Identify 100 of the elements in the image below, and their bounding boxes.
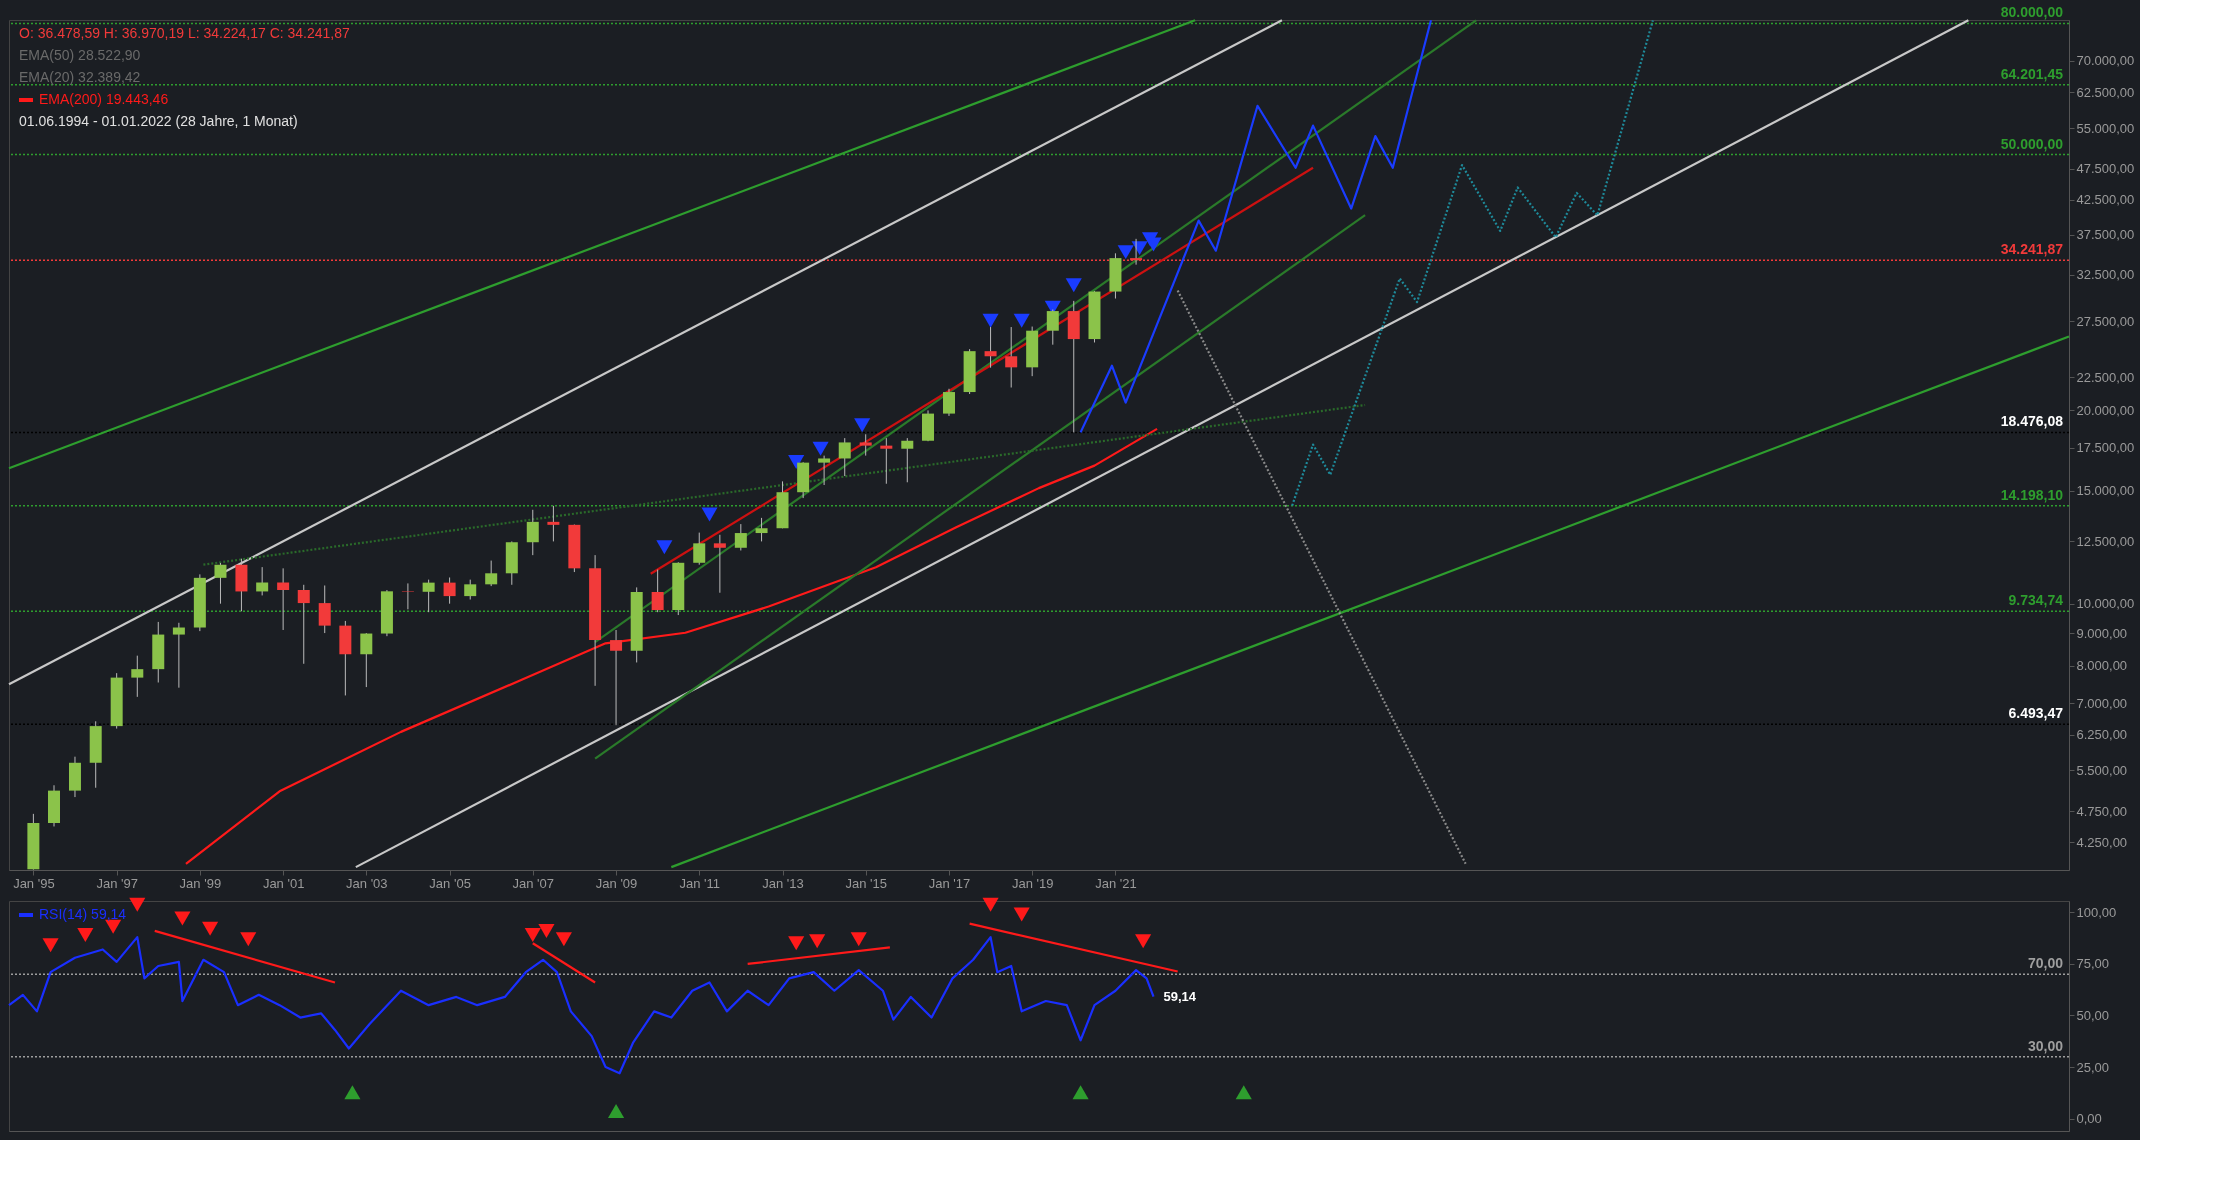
x-tick-label: Jan '15 — [845, 875, 887, 891]
point — [344, 1085, 361, 1100]
ref-line-label: 9.734,74 — [2008, 592, 2064, 609]
y-tick-label: 22.500,00 — [2076, 369, 2135, 385]
annotation: EMA(50) 28.522,90 — [19, 47, 141, 63]
point — [129, 897, 146, 912]
x-tick-label: Jan '99 — [179, 875, 222, 891]
point — [788, 936, 805, 951]
point — [809, 934, 826, 949]
point — [1145, 237, 1162, 252]
candlestick — [859, 433, 872, 457]
x-tick-label: Jan '01 — [262, 875, 305, 891]
y-tick-label: 37.500,00 — [2076, 227, 2135, 243]
candlestick — [401, 582, 414, 610]
y-tick-label: 55.000,00 — [2076, 120, 2135, 136]
y-tick-label: 42.500,00 — [2076, 192, 2135, 208]
candlestick — [734, 523, 747, 551]
y-tick-label: 4.750,00 — [2076, 803, 2128, 819]
text: 01.06.1994 - 01.01.2022 (28 Jahre, 1 Monat) — [19, 113, 298, 129]
legend-label: RSI(14) 59,14 — [39, 906, 127, 922]
candlestick — [464, 579, 477, 601]
y-tick-label: 70.000,00 — [2076, 53, 2135, 69]
point — [240, 932, 257, 947]
y-tick-label: 4.250,00 — [2076, 834, 2128, 850]
candlestick — [443, 576, 456, 605]
candlestick — [547, 505, 560, 542]
point — [1072, 1085, 1089, 1100]
x-tick-label: Jan '07 — [512, 875, 555, 891]
point — [701, 507, 718, 522]
candlestick — [693, 532, 706, 566]
x-tick-label: Jan '03 — [346, 875, 388, 891]
x-tick-label: Jan '17 — [928, 875, 971, 891]
x-tick-label: Jan '09 — [595, 875, 638, 891]
candlestick — [131, 655, 144, 698]
point — [202, 921, 219, 936]
point — [555, 932, 572, 947]
point — [982, 897, 999, 912]
point — [854, 418, 871, 433]
candlestick — [651, 569, 664, 613]
candlestick — [256, 566, 269, 596]
ref-line-label: 80.000,00 — [2000, 4, 2064, 21]
ref-line-label: 34.241,87 — [2000, 241, 2064, 258]
y-tick-label: 75,00 — [2076, 956, 2110, 972]
x-tick-label: Jan '11 — [679, 875, 721, 891]
y-tick-label: 50,00 — [2076, 1007, 2110, 1023]
point — [77, 928, 94, 943]
point — [608, 1104, 625, 1118]
point — [812, 441, 829, 456]
point — [656, 540, 673, 555]
candlestick — [360, 632, 373, 688]
ref-line-label: 6.493,47 — [2008, 705, 2064, 722]
candlestick — [838, 437, 851, 477]
line-series — [1079, 19, 1433, 434]
y-tick-label: 5.500,00 — [2076, 762, 2128, 778]
y-tick-label: 7.000,00 — [2076, 695, 2128, 711]
candlestick — [172, 622, 185, 689]
line-series — [1291, 19, 1654, 507]
point — [982, 313, 999, 328]
candlestick — [318, 585, 331, 634]
candlestick — [942, 388, 955, 417]
candlestick — [277, 567, 290, 631]
point — [1013, 313, 1030, 328]
annotation: EMA(20) 32.389,42 — [19, 69, 141, 85]
x-tick-label: Jan '21 — [1095, 875, 1137, 891]
candlestick — [297, 584, 310, 665]
point — [42, 938, 59, 953]
ref-line-label: 14.198,10 — [2000, 486, 2064, 503]
candlestick — [422, 579, 435, 613]
candlestick — [1005, 326, 1018, 389]
y-tick-label: 25,00 — [2076, 1059, 2110, 1075]
ref-line-label: 18.476,08 — [2000, 413, 2064, 430]
line-series — [7, 936, 1155, 1075]
point — [850, 932, 867, 947]
point — [174, 911, 191, 926]
ref-line-label: 70,00 — [2027, 955, 2064, 972]
y-tick-label: 100,00 — [2076, 904, 2117, 920]
point — [1117, 245, 1134, 260]
y-tick-label: 47.500,00 — [2076, 161, 2135, 177]
point — [1065, 278, 1082, 293]
legend-label: EMA(200) 19.443,46 — [39, 91, 169, 107]
point — [1235, 1085, 1252, 1100]
candlestick — [901, 437, 914, 483]
candlestick — [485, 560, 498, 587]
x-tick-label: Jan '97 — [96, 875, 138, 891]
y-tick-label: 15.000,00 — [2076, 483, 2135, 499]
candlestick — [610, 629, 623, 726]
y-tick-label: 32.500,00 — [2076, 267, 2135, 283]
point — [1135, 934, 1152, 949]
y-tick-label: 0,00 — [2076, 1111, 2102, 1127]
y-tick-label: 62.500,00 — [2076, 84, 2135, 100]
candlestick — [713, 534, 726, 594]
x-tick-label: Jan '95 — [13, 875, 55, 891]
y-tick-label: 10.000,00 — [2076, 596, 2135, 612]
y-tick-label: 9.000,00 — [2076, 625, 2128, 641]
y-tick-label: 6.250,00 — [2076, 727, 2128, 743]
candlestick — [214, 562, 227, 605]
line-series — [184, 427, 1159, 865]
point — [524, 928, 541, 943]
ref-line-label: 30,00 — [2027, 1037, 2064, 1054]
y-tick-label: 27.500,00 — [2076, 313, 2135, 329]
